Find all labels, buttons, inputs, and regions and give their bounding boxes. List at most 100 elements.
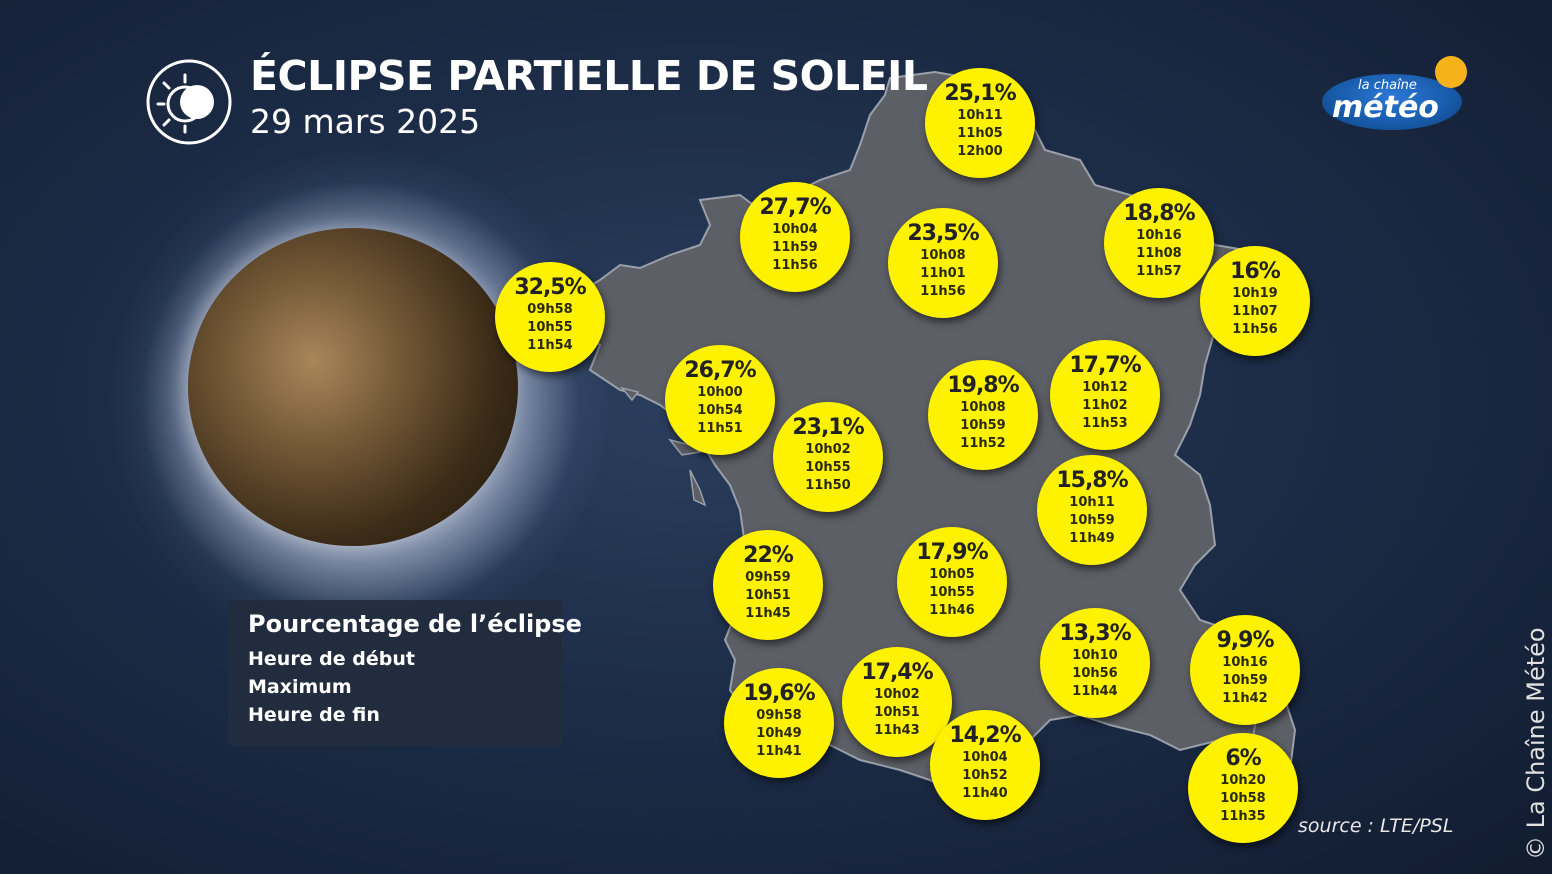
city-end-time: 11h35 <box>1220 809 1266 824</box>
logo-small-text: la chaîne <box>1358 78 1417 93</box>
city-start-time: 10h04 <box>962 750 1008 765</box>
city-bubble-dijon: 17,7% 10h12 11h02 11h53 <box>1050 340 1160 450</box>
city-end-time: 11h50 <box>805 478 851 493</box>
city-max-time: 11h02 <box>1082 398 1128 413</box>
city-bubble-biarritz: 19,6% 09h58 10h49 11h41 <box>724 668 834 778</box>
city-end-time: 11h56 <box>772 258 818 273</box>
city-percentage: 27,7% <box>759 195 831 220</box>
la-chaine-meteo-logo: la chaîne météo <box>1322 52 1472 134</box>
legend-end-time: Heure de fin <box>248 704 380 726</box>
logo-oval <box>1322 74 1462 130</box>
legend-box: Pourcentage de l’éclipse Heure de début … <box>228 600 582 746</box>
legend-maximum: Maximum <box>248 676 352 698</box>
city-bubble-caen: 27,7% 10h04 11h59 11h56 <box>740 182 850 292</box>
city-end-time: 11h43 <box>874 723 920 738</box>
city-percentage: 18,8% <box>1123 201 1195 226</box>
city-percentage: 17,9% <box>916 540 988 565</box>
city-end-time: 11h56 <box>1232 322 1278 337</box>
city-percentage: 19,6% <box>743 681 815 706</box>
ile-de-re <box>668 438 702 456</box>
city-bubble-lille: 25,1% 10h11 11h05 12h00 <box>925 68 1035 178</box>
source-note: source : LTE/PSL <box>1298 815 1454 837</box>
city-start-time: 10h05 <box>929 567 975 582</box>
city-start-time: 10h00 <box>697 385 743 400</box>
city-max-time: 10h55 <box>527 320 573 335</box>
city-bubble-bordeaux: 22% 09h59 10h51 11h45 <box>713 530 823 640</box>
city-end-time: 11h49 <box>1069 531 1115 546</box>
city-percentage: 32,5% <box>514 275 586 300</box>
city-start-time: 10h08 <box>920 248 966 263</box>
city-percentage: 19,8% <box>947 373 1019 398</box>
city-max-time: 11h07 <box>1232 304 1278 319</box>
city-percentage: 16% <box>1230 259 1281 284</box>
city-percentage: 22% <box>743 543 794 568</box>
city-bubble-ajaccio: 6% 10h20 10h58 11h35 <box>1188 733 1298 843</box>
city-max-time: 10h59 <box>960 418 1006 433</box>
city-end-time: 11h40 <box>962 786 1008 801</box>
city-percentage: 17,4% <box>861 660 933 685</box>
city-percentage: 9,9% <box>1216 628 1274 653</box>
city-max-time: 10h51 <box>745 588 791 603</box>
city-end-time: 11h52 <box>960 436 1006 451</box>
logo-sun-icon <box>1435 56 1467 88</box>
city-max-time: 11h01 <box>920 266 966 281</box>
city-bubble-lyon: 15,8% 10h11 10h59 11h49 <box>1037 455 1147 565</box>
city-start-time: 10h16 <box>1136 228 1182 243</box>
city-end-time: 11h57 <box>1136 264 1182 279</box>
legend-title: Pourcentage de l’éclipse <box>248 610 582 638</box>
city-bubble-avignon: 13,3% 10h10 10h56 11h44 <box>1040 608 1150 718</box>
copyright-notice: © La Chaîne Météo <box>1522 627 1550 860</box>
city-max-time: 10h51 <box>874 705 920 720</box>
city-percentage: 6% <box>1225 746 1261 771</box>
city-percentage: 13,3% <box>1059 621 1131 646</box>
city-end-time: 11h42 <box>1222 691 1268 706</box>
city-max-time: 10h55 <box>929 585 975 600</box>
legend-start-time: Heure de début <box>248 648 415 670</box>
city-bubble-poitiers: 23,1% 10h02 10h55 11h50 <box>773 402 883 512</box>
page-date: 29 mars 2025 <box>250 102 481 141</box>
city-max-time: 10h58 <box>1220 791 1266 806</box>
city-percentage: 26,7% <box>684 358 756 383</box>
city-start-time: 10h11 <box>957 108 1003 123</box>
city-max-time: 10h55 <box>805 460 851 475</box>
city-start-time: 10h12 <box>1082 380 1128 395</box>
city-bubble-perpignan: 14,2% 10h04 10h52 11h40 <box>930 710 1040 820</box>
city-end-time: 11h54 <box>527 338 573 353</box>
city-end-time: 11h44 <box>1072 684 1118 699</box>
city-max-time: 11h08 <box>1136 246 1182 261</box>
city-start-time: 10h02 <box>805 442 851 457</box>
city-bubble-paris: 23,5% 10h08 11h01 11h56 <box>888 208 998 318</box>
city-start-time: 10h10 <box>1072 648 1118 663</box>
city-max-time: 10h49 <box>756 726 802 741</box>
city-max-time: 10h52 <box>962 768 1008 783</box>
city-end-time: 11h46 <box>929 603 975 618</box>
partial-eclipse-icon <box>146 59 232 145</box>
city-max-time: 10h59 <box>1222 673 1268 688</box>
city-start-time: 10h19 <box>1232 286 1278 301</box>
city-max-time: 11h59 <box>772 240 818 255</box>
city-percentage: 23,5% <box>907 221 979 246</box>
city-percentage: 25,1% <box>944 81 1016 106</box>
city-end-time: 11h41 <box>756 744 802 759</box>
city-percentage: 23,1% <box>792 415 864 440</box>
city-start-time: 10h08 <box>960 400 1006 415</box>
moon-disc <box>188 228 518 546</box>
city-start-time: 09h58 <box>756 708 802 723</box>
city-max-time: 11h05 <box>957 126 1003 141</box>
city-percentage: 17,7% <box>1069 353 1141 378</box>
city-start-time: 10h16 <box>1222 655 1268 670</box>
city-end-time: 11h45 <box>745 606 791 621</box>
city-start-time: 10h20 <box>1220 773 1266 788</box>
city-end-time: 11h51 <box>697 421 743 436</box>
city-percentage: 15,8% <box>1056 468 1128 493</box>
city-percentage: 14,2% <box>949 723 1021 748</box>
page-title: ÉCLIPSE PARTIELLE DE SOLEIL <box>250 52 928 100</box>
city-bubble-clermont: 17,9% 10h05 10h55 11h46 <box>897 527 1007 637</box>
city-end-time: 12h00 <box>957 144 1003 159</box>
city-bubble-metz: 18,8% 10h16 11h08 11h57 <box>1104 188 1214 298</box>
city-max-time: 10h54 <box>697 403 743 418</box>
city-start-time: 10h11 <box>1069 495 1115 510</box>
city-max-time: 10h59 <box>1069 513 1115 528</box>
city-bubble-bourges: 19,8% 10h08 10h59 11h52 <box>928 360 1038 470</box>
